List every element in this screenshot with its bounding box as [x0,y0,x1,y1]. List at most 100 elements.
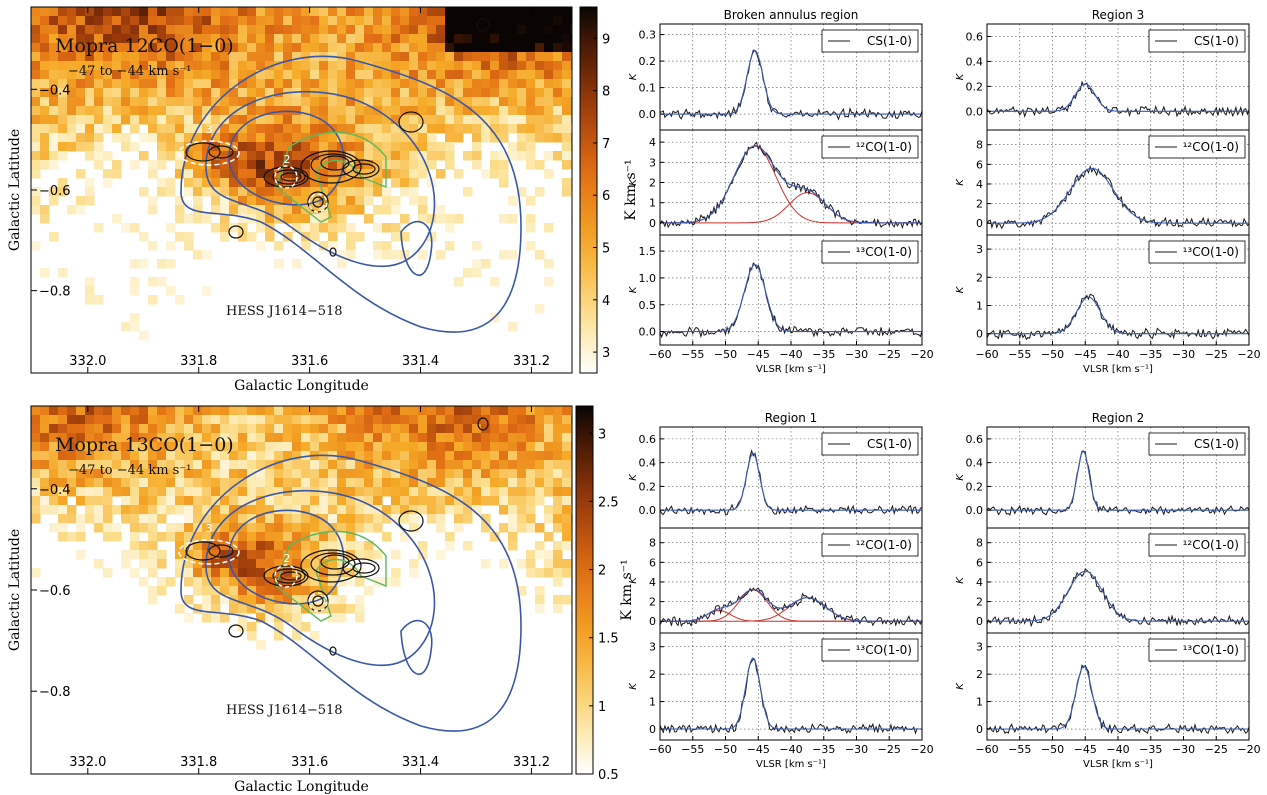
y-tick-label: 2 [649,177,656,190]
y-tick-label: 0.4 [966,55,984,68]
fit-total [987,167,1249,224]
molecular-contour [280,172,302,182]
spectrum-line [660,587,922,628]
region-1-marker [308,193,328,213]
y-tick-label: 2 [649,596,656,609]
colorbar-tick-label: 7 [602,137,610,152]
molecular-contour [185,142,221,162]
spectrum-panel-3: 0.0 0.5 1.0 1.5 K ¹³CO(1-0) [628,234,923,346]
map-image: 32 [31,7,572,373]
map-title: Mopra 13CO(1−0) [55,434,234,456]
legend-label: ¹²CO(1-0) [1183,538,1239,552]
legend: ¹²CO(1-0) [1148,533,1246,557]
x-tick-label: −45 [1074,348,1097,361]
y-axis-label: K [628,72,639,80]
fit-total [660,452,922,511]
x-tick-label: −40 [1106,348,1129,361]
y-tick-label: 0 [976,723,983,736]
x-axis: −60 −55 −50 −45 −40 −35 −30 −25 −20 VLSR [km s⁻¹] [975,736,1261,770]
y-tick-label: 2 [976,668,983,681]
colorbar-tick-label: 5 [602,242,610,257]
y-tick-label: 0 [649,615,656,628]
colorbar-tick-label: 1.5 [598,632,619,647]
fit-total [987,570,1249,622]
x-axis-label: VLSR [km s⁻¹] [1083,759,1153,770]
y-tick-label: 0.2 [966,480,984,493]
molecular-contour [342,558,380,578]
x-tick-label: −25 [878,743,901,756]
x-tick-label: −30 [845,743,868,756]
x-axis: −60 −55 −50 −45 −40 −35 −30 −25 −20 VLSR [km s⁻¹] [975,341,1261,375]
y-axis-label: K [628,285,639,293]
fit-component [660,192,922,224]
x-tick-label: −25 [1205,348,1228,361]
x-tick-label: −40 [779,348,802,361]
x-tick-label: −50 [1041,743,1064,756]
molecular-contour [280,571,302,581]
legend-box [1148,432,1246,456]
x-tick-label: 331.6 [291,354,328,369]
colorbar-tick-label: 3 [598,427,606,442]
y-tick-label: 3 [976,641,983,654]
spectra-title: Region 1 [765,411,818,425]
hess-contour-mid [205,90,436,267]
x-tick-label: −60 [975,743,998,756]
spectrum-panel-3: 0 1 2 3 K ¹³CO(1-0) [955,632,1250,741]
fit-total [987,296,1249,335]
legend-label: ¹²CO(1-0) [856,140,912,154]
colorbar-label: K km s⁻¹ [619,559,635,620]
molecular-contour [310,153,356,177]
y-tick-label: 2 [976,198,983,211]
y-tick-label: −0.4 [39,483,71,498]
molecular-contour [477,417,489,431]
y-tick-label: 0 [976,217,983,230]
legend-label: CS(1-0) [1194,437,1239,451]
molecular-contour [342,159,380,179]
legend-box [1148,135,1246,159]
spectrum-line [987,664,1249,735]
y-axis-label: K [955,285,966,293]
x-tick-label: −25 [878,348,901,361]
y-axis-label: Galactic Latitude [7,529,23,651]
x-tick-label: −30 [1172,743,1195,756]
x-tick-label: 331.6 [291,755,328,770]
x-tick-label: −25 [1205,743,1228,756]
molecular-contour [272,568,306,584]
molecular-contour [300,150,362,184]
x-tick-label: −35 [1139,743,1162,756]
legend: ¹³CO(1-0) [1148,638,1246,662]
x-tick-label: −20 [1237,348,1260,361]
x-tick-label: −45 [747,348,770,361]
fit-total [987,449,1249,511]
x-tick-label: −50 [714,348,737,361]
spectrum-panel-1: 0.0 0.2 0.4 0.6 K CS(1-0) [955,426,1250,529]
region-2-marker [274,165,298,189]
spectrum-panel-2: 0 2 4 6 8 K ¹²CO(1-0) [628,527,923,634]
y-axis-label: K [955,682,966,690]
legend-box [821,135,919,159]
fit-total [660,264,922,333]
spectra-title: Region 3 [1092,8,1145,22]
y-tick-label: 3 [649,641,656,654]
x-tick-label: −60 [648,348,671,361]
y-tick-label: 0.1 [639,82,657,95]
hess-contour-outer [180,454,522,732]
spectra-figure-3: Region 1 0.0 0.2 0.4 0.6 K CS(1-0) 0 2 4 6 8 K ¹²CO(1… [628,411,934,770]
molecular-contour [310,552,356,576]
spectrum-line [660,141,922,230]
y-tick-label: 6 [976,556,983,569]
x-tick-label: −40 [1106,743,1129,756]
region-label: 3 [206,123,213,136]
y-tick-label: 8 [976,537,983,550]
y-tick-label: 0.2 [639,55,657,68]
legend-box [1148,240,1246,264]
legend: CS(1-0) [1148,29,1246,53]
y-tick-label: 0.4 [639,457,657,470]
y-axis-label: K [955,72,966,80]
x-axis-label: Galactic Longitude [234,779,369,795]
y-tick-label: −0.6 [39,184,71,199]
legend-label: ¹³CO(1-0) [1183,245,1239,259]
y-tick-label: 0.0 [639,108,657,121]
x-tick-label: −60 [648,743,671,756]
